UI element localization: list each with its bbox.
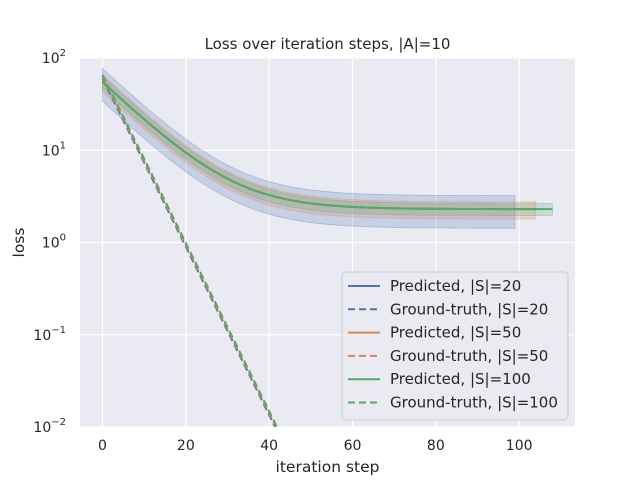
confidence-band [102, 73, 537, 220]
series-lines [101, 74, 553, 427]
legend-box [341, 271, 569, 421]
x-tick-label: 60 [344, 438, 362, 454]
legend-label: Ground-truth, |S|=50 [390, 347, 548, 365]
confidence-bands [102, 67, 553, 229]
legend-label: Predicted, |S|=100 [390, 370, 531, 388]
legend-label: Predicted, |S|=20 [390, 277, 521, 295]
confidence-band [102, 67, 516, 229]
y-tick-label: 100 [42, 233, 66, 252]
chart-title: Loss over iteration steps, |A|=10 [205, 35, 451, 53]
x-tick-label: 80 [427, 438, 445, 454]
tick-labels: 0 20 40 60 80 100 10−2 10−1 100 101 102 [33, 48, 532, 454]
x-tick-label: 100 [506, 438, 533, 454]
legend: Predicted, |S|=20 Ground-truth, |S|=20 Pre… [341, 271, 569, 421]
x-tick-label: 20 [177, 438, 195, 454]
y-tick-label: 10−2 [33, 417, 66, 436]
x-tick-label: 0 [98, 438, 107, 454]
legend-label: Ground-truth, |S|=100 [390, 394, 558, 412]
series-line [101, 81, 553, 211]
legend-label: Ground-truth, |S|=20 [390, 300, 548, 318]
y-tick-label: 10−1 [33, 325, 66, 344]
x-tick-label: 40 [260, 438, 278, 454]
x-axis-label: iteration step [276, 458, 380, 476]
confidence-band [102, 75, 553, 217]
y-tick-label: 101 [42, 140, 66, 159]
y-tick-label: 102 [42, 48, 66, 67]
series-line [101, 74, 279, 427]
y-axis-label: loss [10, 228, 28, 258]
legend-label: Predicted, |S|=50 [390, 324, 521, 342]
